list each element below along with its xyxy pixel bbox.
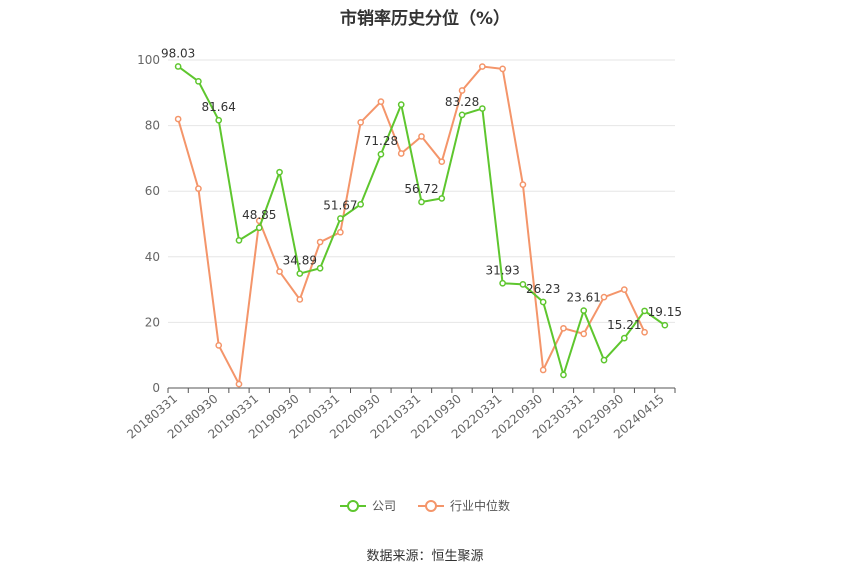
chart-title: 市销率历史分位（%） bbox=[339, 9, 511, 29]
y-tick-label: 80 bbox=[145, 119, 160, 133]
data-point-industry bbox=[519, 181, 527, 188]
line-chart: 0204060801002018033120180930201903312019… bbox=[124, 46, 682, 441]
data-point-industry bbox=[316, 238, 324, 246]
data-point-company bbox=[580, 307, 588, 314]
data-point-industry bbox=[539, 366, 547, 374]
data-label: 34.89 bbox=[283, 254, 317, 268]
data-point-company bbox=[438, 195, 446, 202]
data-point-company bbox=[478, 105, 486, 112]
legend-label-industry: 行业中位数 bbox=[450, 499, 511, 513]
series-line-industry bbox=[177, 65, 646, 388]
legend: 公司 行业中位数 bbox=[0, 497, 850, 514]
data-point-industry bbox=[641, 328, 648, 336]
data-point-industry bbox=[580, 330, 588, 338]
data-point-company bbox=[255, 224, 263, 232]
data-label: 48.85 bbox=[242, 208, 276, 222]
y-tick-label: 100 bbox=[137, 53, 160, 67]
data-label: 23.61 bbox=[567, 291, 601, 305]
y-tick-label: 40 bbox=[145, 250, 160, 264]
data-point-company bbox=[337, 215, 344, 222]
data-point-industry bbox=[215, 342, 223, 349]
legend-item-company[interactable]: 公司 bbox=[339, 497, 396, 514]
data-point-industry bbox=[357, 118, 365, 126]
data-point-company bbox=[418, 198, 425, 206]
y-tick-label: 60 bbox=[145, 184, 160, 198]
data-point-industry bbox=[499, 65, 506, 73]
data-point-company bbox=[215, 116, 223, 124]
data-label: 98.03 bbox=[161, 46, 195, 60]
data-point-industry bbox=[458, 87, 466, 94]
data-label: 15.21 bbox=[607, 318, 641, 332]
data-point-industry bbox=[174, 115, 182, 123]
data-point-company bbox=[357, 200, 365, 208]
legend-swatch-industry bbox=[418, 499, 444, 513]
data-point-industry bbox=[600, 293, 608, 301]
data-point-industry bbox=[560, 324, 567, 332]
data-point-company bbox=[397, 101, 405, 108]
data-point-industry bbox=[195, 185, 202, 192]
data-point-industry bbox=[438, 158, 446, 166]
data-point-company bbox=[276, 168, 283, 176]
data-label: 71.28 bbox=[364, 134, 398, 148]
data-source: 数据来源：恒生聚源 bbox=[366, 549, 484, 564]
data-point-company bbox=[235, 237, 243, 244]
data-point-company bbox=[316, 264, 324, 272]
data-point-company bbox=[641, 307, 648, 315]
data-point-company bbox=[600, 356, 608, 364]
legend-label-company: 公司 bbox=[371, 499, 396, 513]
data-point-company bbox=[174, 63, 182, 70]
data-point-industry bbox=[397, 150, 405, 157]
data-point-company bbox=[499, 279, 506, 287]
data-point-company bbox=[519, 281, 527, 288]
y-tick-label: 20 bbox=[145, 315, 160, 329]
data-label: 51.67 bbox=[323, 199, 357, 213]
data-point-company bbox=[195, 77, 202, 85]
data-label: 26.23 bbox=[526, 282, 560, 296]
data-label: 56.72 bbox=[404, 182, 438, 196]
data-point-industry bbox=[478, 63, 486, 70]
data-point-company bbox=[661, 321, 669, 329]
data-label: 83.28 bbox=[445, 95, 479, 109]
data-point-industry bbox=[296, 296, 304, 303]
legend-item-industry[interactable]: 行业中位数 bbox=[418, 497, 510, 514]
data-point-industry bbox=[276, 268, 283, 275]
data-point-industry bbox=[377, 98, 385, 106]
y-tick-label: 0 bbox=[152, 381, 160, 395]
legend-swatch-company bbox=[339, 499, 366, 513]
data-point-company bbox=[458, 111, 466, 119]
data-label: 19.15 bbox=[648, 305, 682, 319]
data-label: 31.93 bbox=[485, 263, 519, 277]
data-point-company bbox=[560, 371, 567, 379]
data-point-company bbox=[539, 298, 547, 306]
data-label: 81.64 bbox=[202, 100, 236, 114]
data-point-company bbox=[620, 334, 628, 342]
data-point-industry bbox=[418, 133, 425, 140]
data-point-company bbox=[296, 270, 304, 277]
data-point-industry bbox=[337, 228, 344, 236]
data-point-company bbox=[377, 150, 385, 158]
data-point-industry bbox=[620, 286, 628, 293]
data-point-industry bbox=[235, 380, 243, 388]
